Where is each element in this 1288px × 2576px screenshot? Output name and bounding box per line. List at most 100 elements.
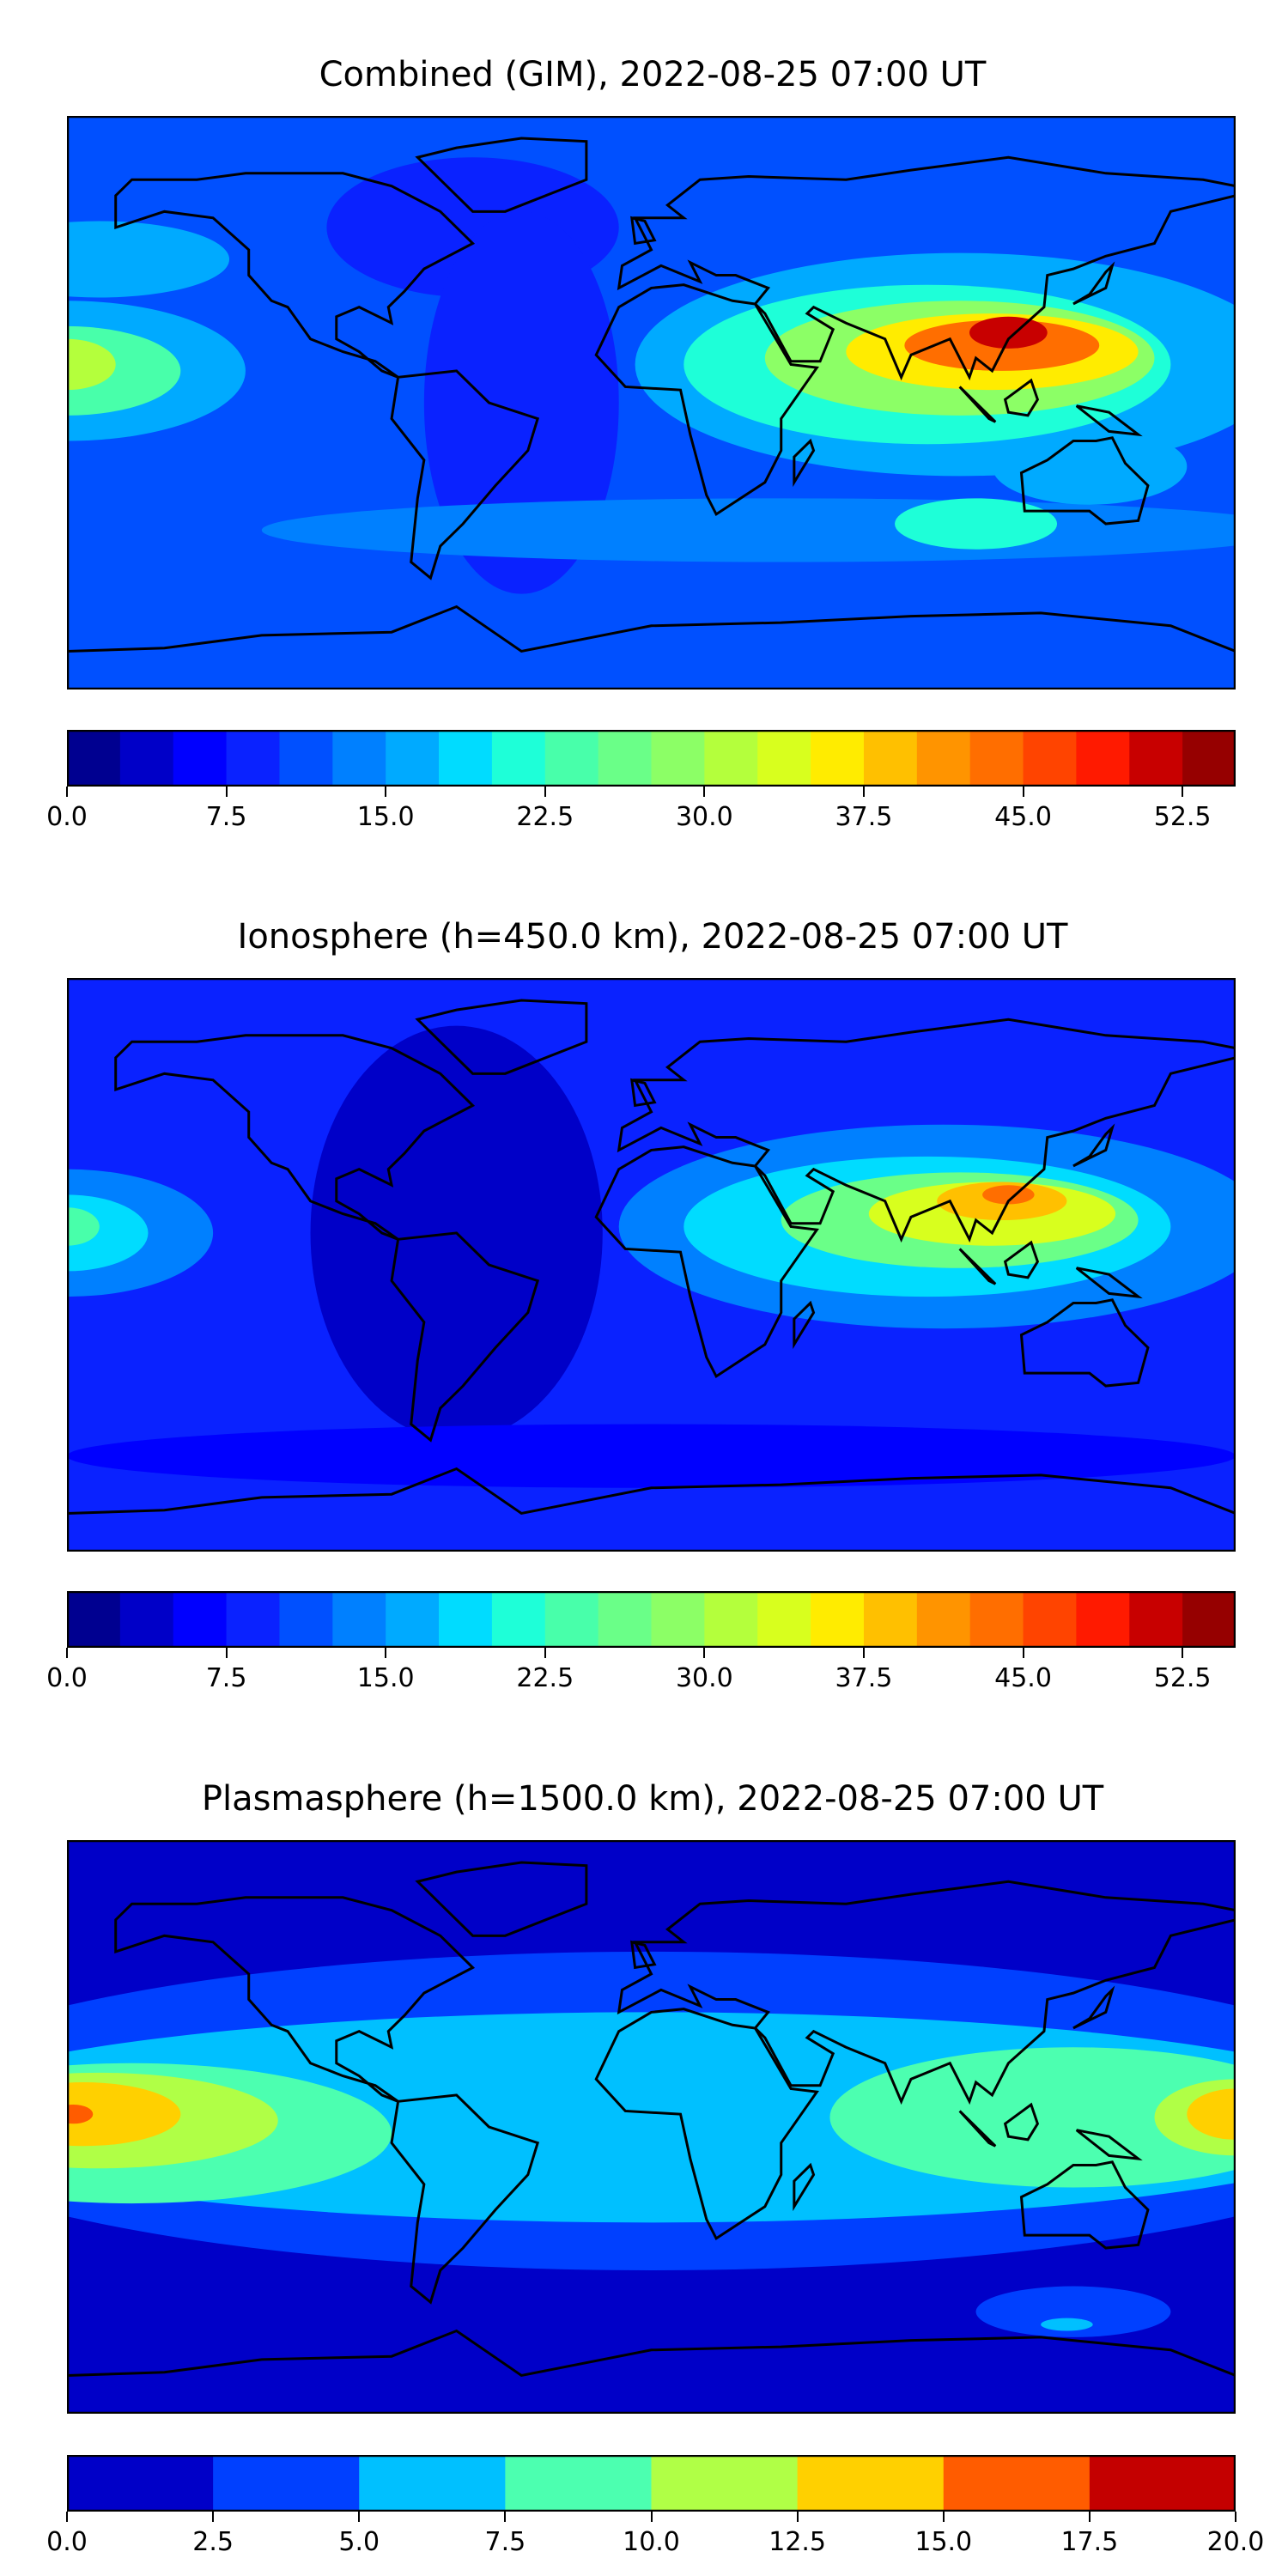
colorbar-swatch	[173, 730, 228, 787]
colorbar-tick-label: 7.5	[484, 2527, 526, 2557]
colorbar-swatch	[439, 730, 493, 787]
colorbar-tick-label: 30.0	[675, 802, 733, 832]
colorbar-swatch	[544, 1591, 599, 1648]
colorbar-tick-mark	[66, 2512, 68, 2522]
coastline-new-guinea	[1075, 2129, 1143, 2161]
colorbar-swatch	[1089, 2455, 1236, 2512]
chart-title: Combined (GIM), 2022-08-25 07:00 UT	[319, 55, 987, 94]
contour-region-peak	[67, 2105, 94, 2124]
colorbar-tick-label: 15.0	[356, 1663, 415, 1693]
coastline-new-guinea	[1075, 404, 1143, 437]
coastline-greenland	[415, 999, 588, 1075]
coastline-borneo	[1003, 2102, 1040, 2142]
colorbar-swatch	[1129, 1591, 1183, 1648]
colorbar-tick-label: 15.0	[356, 802, 415, 832]
colorbar-swatch	[544, 730, 599, 787]
coastline-japan	[1072, 1985, 1115, 2030]
colorbar-tick-mark	[385, 1648, 387, 1658]
colorbar-swatch	[226, 1591, 280, 1648]
colorbar-swatch	[67, 1591, 121, 1648]
coastline-antarctica	[67, 1467, 1236, 1516]
colorbar-swatch	[757, 1591, 811, 1648]
colorbar-tick-label: 52.5	[1153, 802, 1212, 832]
contour-region-pacific-west-3	[67, 1207, 100, 1246]
coastline-britain	[630, 1940, 657, 1970]
colorbar-tick-label: 20.0	[1206, 2527, 1265, 2557]
colorbar-tick-mark	[544, 787, 546, 797]
colorbar-tick-mark	[225, 1648, 228, 1658]
colorbar-swatch	[213, 2455, 360, 2512]
colorbar-swatch	[598, 730, 652, 787]
contour-region-south-low	[67, 1424, 1236, 1488]
colorbar-tick-label: 2.5	[192, 2527, 234, 2557]
coastline-japan	[1072, 1123, 1115, 1168]
colorbar-swatch	[1076, 730, 1130, 787]
colorbar-swatch	[916, 1591, 971, 1648]
contour-region-pacific-west-3	[67, 338, 116, 391]
contour-region-pacific-west-edge-2	[1187, 2088, 1236, 2140]
colorbar-swatch	[119, 1591, 174, 1648]
coastline-north-america	[114, 1034, 476, 1241]
contour-region-indian-pacific	[829, 2047, 1236, 2188]
colorbar-tick-label: 22.5	[516, 802, 574, 832]
colorbar-swatch	[651, 1591, 705, 1648]
coastline-new-guinea	[1075, 1267, 1143, 1299]
colorbar-tick-mark	[1022, 787, 1024, 797]
colorbar-tick-label: 52.5	[1153, 1663, 1212, 1693]
map-frame	[67, 116, 1236, 690]
colorbar-swatch	[491, 730, 546, 787]
colorbar-tick-label: 45.0	[994, 1663, 1052, 1693]
coastline-australia	[1019, 1298, 1150, 1388]
colorbar-tick-mark	[650, 2512, 653, 2522]
coastline-borneo	[1003, 378, 1040, 417]
coastline-eurasia	[617, 155, 1236, 381]
coastline-north-america	[114, 172, 476, 379]
colorbar-tick-label: 5.0	[338, 2527, 380, 2557]
colorbar-swatch	[811, 1591, 865, 1648]
colorbar-swatch	[1023, 730, 1077, 787]
coastline-south-america	[390, 2093, 540, 2305]
colorbar-frame	[66, 1590, 1236, 1649]
colorbar-tick-label: 22.5	[516, 1663, 574, 1693]
colorbar-swatch	[943, 2455, 1091, 2512]
contour-region-australia	[992, 428, 1188, 505]
contour-region-s-indian	[895, 498, 1058, 550]
colorbar-tick-mark	[703, 1648, 706, 1658]
colorbar-swatches	[66, 1590, 1236, 1649]
colorbar-tick-label: 0.0	[46, 1663, 88, 1693]
coastline-africa	[594, 2008, 819, 2241]
contour-region-south-pole-patch	[975, 2286, 1171, 2337]
colorbar-tick-mark	[796, 2512, 799, 2522]
colorbar-swatch	[386, 730, 440, 787]
coastline-antarctica	[67, 605, 1236, 653]
colorbar-swatch	[1023, 1591, 1077, 1648]
colorbar-tick-label: 10.0	[623, 2527, 680, 2557]
colorbar-frame	[66, 729, 1236, 787]
colorbar-swatch	[811, 730, 865, 787]
ionosphere-colorbar: 0.0 7.5 15.0 22.5 30.0 37.5 45.0 52.5	[46, 1590, 1236, 1693]
plasmasphere-map	[67, 1840, 1236, 2414]
colorbar-swatch	[279, 730, 333, 787]
coastline-africa	[594, 283, 819, 517]
coastline-australia	[1019, 436, 1150, 526]
colorbar-swatch	[332, 730, 386, 787]
colorbar-swatch	[651, 730, 705, 787]
colorbar-tick-label: 12.5	[769, 2527, 827, 2557]
coastline-sumatra	[958, 2110, 997, 2148]
colorbar-swatch	[1182, 1591, 1236, 1648]
colorbar-tick-mark	[544, 1648, 546, 1658]
colorbar-swatch	[332, 1591, 386, 1648]
coastline-britain	[630, 1078, 657, 1108]
colorbar-swatch	[226, 730, 280, 787]
colorbar-tick-label: 0.0	[46, 2527, 88, 2557]
colorbar-tick-label: 7.5	[205, 802, 247, 832]
colorbar-tick-mark	[504, 2512, 507, 2522]
coastline-antarctica	[67, 2329, 1236, 2378]
map-frame	[67, 1840, 1236, 2414]
colorbar-tick-mark	[1182, 1648, 1184, 1658]
coastline-sumatra	[958, 1248, 997, 1285]
coastline-borneo	[1003, 1240, 1040, 1279]
colorbar-tick-label: 7.5	[205, 1663, 247, 1693]
colorbar-tick-mark	[385, 787, 387, 797]
colorbar-swatch	[67, 730, 121, 787]
